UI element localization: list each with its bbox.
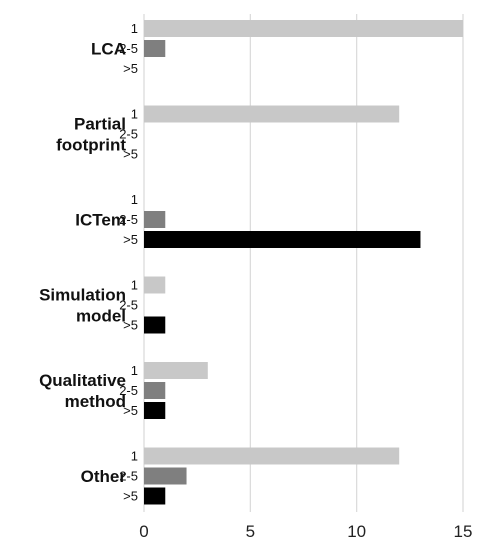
x-tick-label: 5 bbox=[246, 522, 255, 541]
bar bbox=[144, 231, 421, 248]
x-tick-label: 0 bbox=[139, 522, 148, 541]
x-tick-label: 10 bbox=[347, 522, 366, 541]
category-label: LCA bbox=[91, 40, 126, 59]
subcategory-label: >5 bbox=[123, 232, 138, 247]
subcategory-label: 1 bbox=[131, 107, 138, 122]
bar bbox=[144, 211, 166, 228]
subcategory-label: >5 bbox=[123, 147, 138, 162]
subcategory-label: 1 bbox=[131, 363, 138, 378]
bar bbox=[144, 40, 166, 57]
bar bbox=[144, 382, 166, 399]
bar bbox=[144, 402, 166, 419]
subcategory-label: 1 bbox=[131, 278, 138, 293]
subcategory-label: >5 bbox=[123, 61, 138, 76]
bar bbox=[144, 447, 400, 465]
subcategory-label: 2-5 bbox=[119, 298, 138, 313]
bar bbox=[144, 487, 166, 505]
category-label: Qualitative method bbox=[39, 371, 126, 411]
category-label: Partial footprint bbox=[56, 115, 126, 155]
subcategory-label: >5 bbox=[123, 489, 138, 504]
bar bbox=[144, 20, 463, 37]
bar bbox=[144, 105, 400, 123]
subcategory-label: 2-5 bbox=[119, 41, 138, 56]
subcategory-label: 1 bbox=[131, 192, 138, 207]
subcategory-label: 2-5 bbox=[119, 383, 138, 398]
subcategory-label: 2-5 bbox=[119, 469, 138, 484]
bar bbox=[144, 467, 187, 485]
bar bbox=[144, 276, 166, 294]
x-axis-ticks: 0 5 10 15 bbox=[139, 522, 472, 541]
bar bbox=[144, 362, 208, 379]
bar bbox=[144, 316, 166, 334]
subcategory-label: 2-5 bbox=[119, 127, 138, 142]
category-label: Other bbox=[81, 467, 127, 486]
gridlines bbox=[143, 14, 464, 512]
x-tick-label: 15 bbox=[454, 522, 473, 541]
subcategory-label: >5 bbox=[123, 403, 138, 418]
subcategory-label: 1 bbox=[131, 21, 138, 36]
bars bbox=[144, 20, 463, 505]
subcategory-label: >5 bbox=[123, 318, 138, 333]
subcategory-label: 2-5 bbox=[119, 212, 138, 227]
category-label: Simulation model bbox=[39, 286, 126, 326]
category-label: ICTem bbox=[75, 211, 126, 230]
subcategory-label: 1 bbox=[131, 449, 138, 464]
